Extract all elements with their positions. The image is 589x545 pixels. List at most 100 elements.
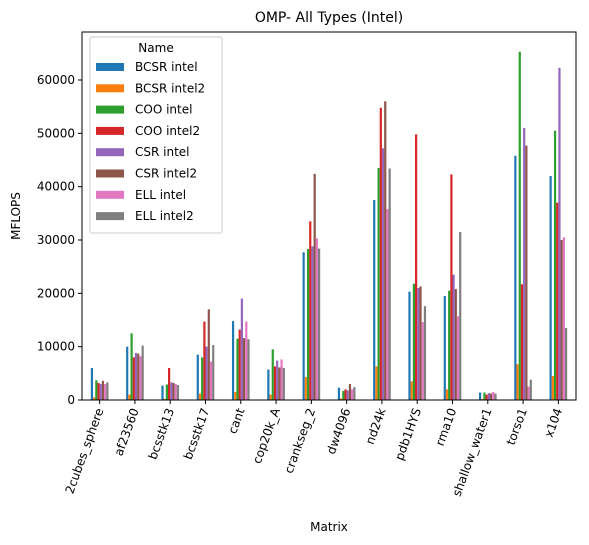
bar: [280, 359, 283, 400]
bar: [172, 382, 175, 400]
y-tick-label: 20000: [37, 286, 75, 300]
bar: [245, 321, 248, 400]
bar: [478, 392, 482, 400]
bar: [527, 386, 530, 400]
bar: [271, 349, 274, 400]
x-tick-label: x104: [542, 406, 565, 439]
bar: [549, 176, 552, 400]
bar: [203, 321, 206, 400]
bar: [342, 390, 345, 400]
bar: [93, 397, 96, 400]
bar: [485, 394, 488, 400]
x-tick-label: torso1: [504, 406, 530, 447]
bar: [134, 353, 138, 400]
bar: [278, 367, 281, 400]
x-tick-label: dw4096: [324, 406, 354, 456]
bar: [523, 128, 526, 400]
y-axis: 0 10000 20000 30000 40000 50000 60000: [37, 73, 82, 407]
bar: [448, 290, 451, 400]
bar: [97, 382, 100, 400]
legend-label: CSR intel2: [135, 167, 197, 181]
plot-frame: [81, 31, 577, 401]
bar: [176, 385, 180, 400]
bar: [373, 200, 376, 400]
legend-swatch: [96, 190, 124, 199]
legend-label: CSR intel: [135, 145, 190, 159]
bar: [238, 329, 241, 400]
bar: [128, 394, 131, 400]
x-axis-label: Matrix: [310, 520, 348, 534]
bar: [315, 238, 318, 400]
bar: [351, 389, 354, 400]
bar: [381, 148, 385, 400]
bar: [520, 284, 524, 400]
y-axis-label: MFLOPS: [9, 192, 23, 240]
bar: [170, 382, 173, 400]
bar: [384, 101, 387, 400]
y-tick-label: 50000: [37, 126, 75, 140]
legend-swatch: [96, 63, 124, 71]
bar: [551, 376, 554, 400]
bar: [282, 368, 285, 400]
x-tick-label: bcsstk17: [181, 406, 213, 461]
legend-swatch: [96, 169, 124, 178]
bar: [139, 356, 142, 400]
bar: [165, 384, 169, 400]
legend-swatch: [96, 148, 124, 157]
legend-label: ELL intel2: [135, 209, 194, 223]
x-tick-label: rma10: [433, 406, 460, 447]
bar: [163, 398, 166, 400]
bar: [106, 382, 109, 400]
bar: [306, 249, 310, 400]
bar: [340, 398, 343, 400]
bar: [212, 345, 215, 400]
bar: [99, 384, 102, 400]
bar: [415, 134, 418, 400]
bar: [132, 357, 135, 400]
bar: [423, 306, 427, 400]
bar: [529, 379, 532, 400]
bar: [492, 392, 495, 400]
legend-label: ELL intel: [135, 188, 186, 202]
bar: [516, 364, 519, 400]
bar: [564, 328, 568, 400]
x-tick-label: cant: [225, 406, 247, 436]
bar: [95, 380, 98, 400]
bar: [421, 322, 424, 400]
bar: [353, 387, 356, 400]
bar: [247, 339, 250, 400]
bar: [452, 274, 455, 400]
x-axis: 2cubes_sphere af23560 bcsstk13 bcsstk17 cant…: [63, 400, 565, 498]
bar: [445, 389, 449, 400]
bar: [196, 354, 199, 400]
legend-swatch: [96, 126, 124, 135]
bar: [234, 392, 237, 400]
bar: [454, 289, 457, 400]
bar: [137, 353, 140, 400]
bar: [267, 369, 270, 400]
bar: [410, 381, 413, 400]
y-tick-label: 30000: [37, 233, 75, 247]
bar: [104, 384, 107, 400]
bar: [518, 51, 521, 400]
x-tick-label: shallow_water1: [450, 406, 495, 498]
bar: [317, 248, 321, 400]
bar: [240, 298, 243, 400]
bar: [174, 384, 177, 400]
bar: [344, 389, 347, 400]
x-tick-label: bcsstk13: [146, 406, 178, 461]
bar: [388, 168, 391, 400]
bar: [525, 145, 528, 400]
bar: [489, 393, 493, 400]
bar: [168, 368, 171, 400]
bar: [562, 237, 565, 400]
bar: [198, 393, 202, 400]
x-tick-label: crankseg_2: [282, 406, 319, 475]
bar: [309, 221, 312, 400]
legend-label: BCSR intel: [135, 60, 198, 74]
bar: [313, 173, 316, 400]
bar: [130, 333, 133, 400]
bar: [161, 385, 164, 400]
bar: [443, 296, 446, 400]
x-tick-label: cop20k_A: [250, 405, 283, 465]
